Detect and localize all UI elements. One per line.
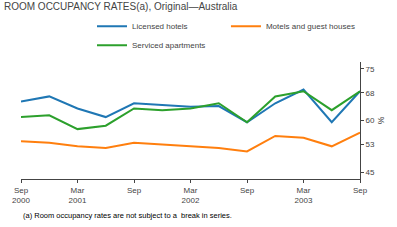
svg-text:(a) Room occupancy rates are n: (a) Room occupancy rates are not subject… xyxy=(23,211,232,220)
svg-text:Mar2002: Mar2002 xyxy=(182,186,200,205)
svg-text:45: 45 xyxy=(366,168,375,177)
svg-text:53: 53 xyxy=(366,140,375,149)
svg-text:60: 60 xyxy=(366,116,375,125)
svg-text:%: % xyxy=(376,116,386,124)
svg-text:Serviced apartments: Serviced apartments xyxy=(132,41,205,50)
svg-text:Sep2000: Sep2000 xyxy=(12,186,30,205)
svg-text:Sep: Sep xyxy=(240,186,255,195)
svg-text:Sep: Sep xyxy=(127,186,142,195)
svg-text:Sep: Sep xyxy=(353,186,368,195)
svg-text:75: 75 xyxy=(366,65,375,74)
svg-text:Mar2001: Mar2001 xyxy=(69,186,87,205)
svg-text:Motels and guest houses: Motels and guest houses xyxy=(266,22,355,31)
svg-text:68: 68 xyxy=(366,89,375,98)
svg-text:Mar2003: Mar2003 xyxy=(295,186,313,205)
svg-text:Licensed hotels: Licensed hotels xyxy=(132,22,188,31)
svg-text:ROOM OCCUPANCY RATES(a), Origi: ROOM OCCUPANCY RATES(a), Original—Austra… xyxy=(4,1,238,12)
